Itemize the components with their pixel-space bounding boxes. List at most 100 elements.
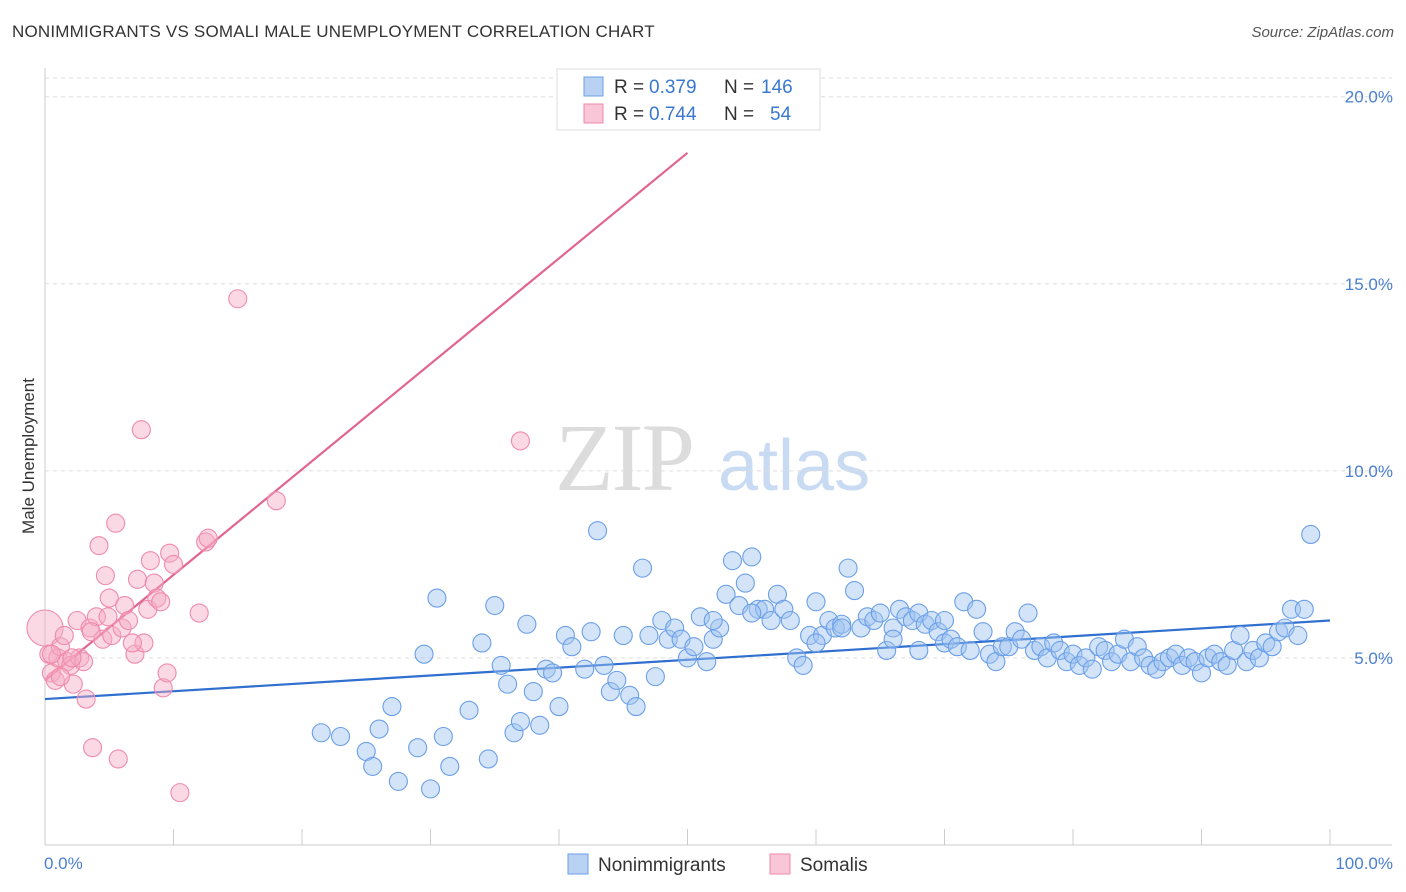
somalis-point-30 xyxy=(134,633,154,653)
somalis-point-44 xyxy=(228,289,248,309)
nonimmigrants-point-23 xyxy=(530,715,550,735)
nonimmigrants-point-141 xyxy=(1294,599,1314,619)
nonimmigrants-point-70 xyxy=(838,558,858,578)
legend-label-somalis: Somalis xyxy=(800,855,868,876)
nonimmigrants-point-89 xyxy=(960,640,980,660)
chart-title: NONIMMIGRANTS VS SOMALI MALE UNEMPLOYMEN… xyxy=(12,22,655,41)
nonimmigrants-point-86 xyxy=(941,629,961,649)
nonimmigrants-point-24 xyxy=(536,659,556,679)
somalis-point-28 xyxy=(127,569,148,589)
somalis-point-22 xyxy=(106,513,126,533)
nonimmigrants-trend-line xyxy=(44,619,1331,701)
legend-r-label-2: R = xyxy=(614,104,644,125)
nonimmigrants-point-97 xyxy=(1012,629,1032,649)
legend-n-value-2: 54 xyxy=(770,104,792,125)
nonimmigrants-point-27 xyxy=(555,625,575,646)
somalis-point-15 xyxy=(82,738,103,758)
nonimmigrants-point-33 xyxy=(600,682,620,702)
nonimmigrants-point-1 xyxy=(330,726,351,747)
nonimmigrants-point-12 xyxy=(440,756,460,776)
somalis-point-29 xyxy=(131,420,151,440)
nonimmigrants-point-18 xyxy=(498,674,518,694)
nonimmigrants-point-126 xyxy=(1198,648,1218,668)
y-axis-label: Male Unemployment xyxy=(19,378,38,534)
somalis-point-23 xyxy=(108,749,128,769)
nonimmigrants-point-73 xyxy=(857,607,877,627)
somalis-point-53 xyxy=(98,607,118,627)
nonimmigrants-point-111 xyxy=(1102,652,1122,672)
axes xyxy=(44,68,1392,846)
somalis-point-17 xyxy=(89,536,109,556)
somalis-point-36 xyxy=(153,678,173,698)
nonimmigrants-point-87 xyxy=(947,637,967,657)
nonimmigrants-point-32 xyxy=(594,655,614,675)
nonimmigrants-point-71 xyxy=(844,581,865,601)
nonimmigrants-point-34 xyxy=(607,670,627,690)
somalis-point-42 xyxy=(196,532,216,552)
somalis-point-41 xyxy=(189,603,209,623)
nonimmigrants-point-79 xyxy=(896,607,916,627)
nonimmigrants-point-103 xyxy=(1050,640,1070,660)
nonimmigrants-point-54 xyxy=(735,573,755,593)
nonimmigrants-point-124 xyxy=(1185,652,1205,672)
nonimmigrants-point-74 xyxy=(864,610,884,631)
somalis-point-25 xyxy=(115,595,135,616)
nonimmigrants-point-68 xyxy=(825,618,845,638)
nonimmigrants-point-105 xyxy=(1063,644,1083,664)
nonimmigrants-point-57 xyxy=(755,599,775,619)
nonimmigrants-point-65 xyxy=(806,592,826,612)
nonimmigrants-point-96 xyxy=(1005,622,1025,642)
nonimmigrants-point-143 xyxy=(883,629,903,649)
somalis-point-46 xyxy=(510,431,531,451)
somalis-point-50 xyxy=(62,648,82,668)
nonimmigrants-point-55 xyxy=(742,547,762,567)
nonimmigrants-point-118 xyxy=(1146,659,1167,679)
somalis-point-52 xyxy=(122,633,142,653)
nonimmigrants-point-8 xyxy=(414,644,434,664)
nonimmigrants-point-132 xyxy=(1236,652,1257,672)
nonimmigrants-point-144 xyxy=(909,640,929,660)
nonimmigrants-point-39 xyxy=(639,625,659,646)
somalis-point-26 xyxy=(118,610,139,631)
nonimmigrants-point-135 xyxy=(1256,633,1276,653)
nonimmigrants-point-50 xyxy=(710,618,730,638)
nonimmigrants-point-131 xyxy=(1230,625,1250,646)
somalis-point-13 xyxy=(76,689,96,709)
series-legend: Nonimmigrants Somalis xyxy=(567,853,868,876)
nonimmigrants-point-43 xyxy=(665,618,685,638)
nonimmigrants-point-115 xyxy=(1127,637,1147,657)
somalis-point-12 xyxy=(74,652,94,672)
legend-swatch-somalis-bottom xyxy=(769,853,791,875)
nonimmigrants-point-104 xyxy=(1057,652,1077,672)
gridlines xyxy=(45,77,1392,659)
nonimmigrants-point-109 xyxy=(1089,637,1109,657)
nonimmigrants-point-15 xyxy=(478,749,498,769)
nonimmigrants-point-78 xyxy=(889,599,910,619)
somalis-point-45 xyxy=(266,491,286,511)
nonimmigrants-point-121 xyxy=(1166,644,1186,664)
nonimmigrants-point-6 xyxy=(388,771,408,791)
nonimmigrants-point-58 xyxy=(761,610,781,631)
nonimmigrants-point-21 xyxy=(517,614,537,634)
nonimmigrants-point-146 xyxy=(806,633,826,653)
nonimmigrants-point-5 xyxy=(382,697,402,717)
nonimmigrants-point-107 xyxy=(1076,648,1096,668)
tick-labels: 5.0% 10.0% 15.0% 20.0% 0.0% 100.0% xyxy=(44,88,1393,873)
nonimmigrants-point-62 xyxy=(787,648,807,668)
nonimmigrants-point-75 xyxy=(870,603,890,623)
stats-legend: R = 0.379 N = 146 R = 0.744 N = 54 xyxy=(556,68,821,131)
y-tick-label-1: 10.0% xyxy=(1345,462,1393,481)
somalis-point-16 xyxy=(86,607,106,627)
nonimmigrants-point-26 xyxy=(549,697,569,717)
trend-lines xyxy=(44,151,1331,701)
somalis-point-33 xyxy=(144,573,164,593)
nonimmigrants-point-108 xyxy=(1082,659,1102,679)
svg-text:atlas: atlas xyxy=(718,426,870,506)
nonimmigrants-point-20 xyxy=(510,711,531,732)
nonimmigrants-point-4 xyxy=(369,719,389,739)
nonimmigrants-point-98 xyxy=(1018,603,1038,623)
legend-n-label-1: N = xyxy=(724,77,754,98)
nonimmigrants-point-40 xyxy=(645,667,665,687)
somalis-point-39 xyxy=(163,554,184,574)
